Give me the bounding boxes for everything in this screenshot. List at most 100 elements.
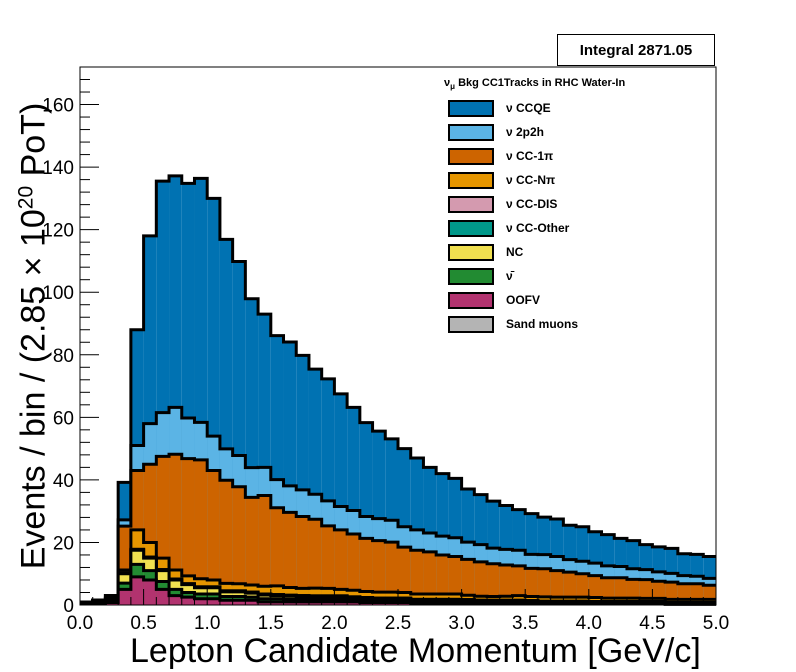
legend-entry: ν CC-Other bbox=[448, 218, 569, 238]
bar-oofv bbox=[219, 600, 233, 605]
legend-swatch bbox=[448, 243, 494, 261]
x-tick-label: 5.0 bbox=[703, 613, 729, 634]
histogram-stack bbox=[80, 174, 716, 606]
legend-entry: ν̄ bbox=[448, 266, 513, 286]
legend-label: NC bbox=[506, 245, 524, 259]
legend-title: νμ Bkg CC1Tracks in RHC Water-In bbox=[444, 77, 626, 92]
x-tick-label: 3.5 bbox=[512, 613, 538, 634]
legend-swatch bbox=[448, 147, 494, 165]
bar-cc-1 bbox=[410, 550, 424, 605]
legend-swatch bbox=[448, 219, 494, 237]
x-axis-title: Lepton Candidate Momentum [GeV/c] bbox=[130, 632, 701, 670]
legend-swatch bbox=[448, 315, 494, 333]
y-tick-label: 40 bbox=[53, 471, 74, 492]
y-tick-label: 60 bbox=[53, 408, 74, 429]
bar-oofv bbox=[169, 595, 182, 605]
legend: νμ Bkg CC1Tracks in RHC Water-In ν CCQE ν… bbox=[438, 75, 678, 340]
bar-cc-1 bbox=[181, 458, 195, 605]
bar-cc-1 bbox=[219, 480, 233, 605]
bar-cc-1 bbox=[461, 559, 475, 605]
legend-label: ν CC-1π bbox=[506, 149, 554, 163]
legend-entry: NC bbox=[448, 242, 523, 262]
x-tick-label: 2.5 bbox=[385, 613, 411, 634]
legend-entry: ν CCQE bbox=[448, 98, 551, 118]
legend-swatch bbox=[448, 99, 494, 117]
bar-oofv bbox=[245, 600, 259, 605]
bar-oofv bbox=[194, 598, 208, 605]
bar-cc-1 bbox=[308, 519, 322, 605]
legend-label: ν 2p2h bbox=[506, 125, 545, 139]
bar-cc-1 bbox=[207, 470, 220, 605]
x-tick-label: 0.5 bbox=[130, 613, 156, 634]
bar-oofv bbox=[156, 589, 170, 605]
bar-cc-1 bbox=[347, 533, 360, 605]
bar-cc-1 bbox=[474, 561, 488, 605]
bar-cc-1 bbox=[232, 486, 246, 605]
x-tick-label: 1.5 bbox=[258, 613, 284, 634]
bar-oofv bbox=[308, 601, 322, 605]
y-axis-title: Events / bin / (2.85 × 1020 PoT) bbox=[14, 102, 53, 570]
legend-label: ν CC-DIS bbox=[506, 197, 558, 211]
y-tick-label: 160 bbox=[42, 96, 74, 117]
bar-cc-1 bbox=[270, 507, 284, 605]
outline-ccqe bbox=[80, 174, 716, 604]
x-tick-label: 0.0 bbox=[67, 613, 93, 634]
bar-cc-1 bbox=[258, 495, 271, 605]
legend-label: ν CC-Other bbox=[506, 221, 570, 235]
bar-cc-1 bbox=[398, 547, 411, 605]
x-tick-label: 2.0 bbox=[321, 613, 347, 634]
y-tick-label: 100 bbox=[42, 283, 74, 304]
outline-cc-n bbox=[80, 528, 716, 604]
bar-cc-1 bbox=[385, 542, 398, 605]
bar-cc-1 bbox=[194, 459, 208, 605]
outline-2p2h bbox=[80, 405, 716, 604]
legend-entry: ν 2p2h bbox=[448, 122, 544, 142]
bar-cc-1 bbox=[296, 516, 309, 605]
integral-box: Integral 2871.05 bbox=[557, 34, 715, 66]
bar-cc-1 bbox=[283, 512, 297, 605]
bar-cc-1 bbox=[321, 525, 335, 605]
bar-cc-1 bbox=[359, 538, 373, 605]
bar-oofv bbox=[321, 601, 335, 605]
bar-cc-1 bbox=[436, 554, 449, 605]
legend-swatch bbox=[448, 123, 494, 141]
legend-label: Sand muons bbox=[506, 317, 579, 331]
bar-oofv bbox=[296, 601, 309, 605]
bar-oofv bbox=[334, 601, 348, 605]
legend-label: ν CC-Nπ bbox=[506, 173, 556, 187]
y-tick-label: 140 bbox=[42, 158, 74, 179]
y-tick-label: 0 bbox=[63, 596, 74, 617]
bar-cc-1 bbox=[487, 563, 500, 605]
outline-cc-1 bbox=[80, 452, 716, 604]
bar-oofv bbox=[130, 576, 144, 605]
legend-entry: ν CC-Nπ bbox=[448, 170, 555, 190]
legend-swatch bbox=[448, 171, 494, 189]
bar-oofv bbox=[118, 589, 131, 605]
bar-cc-1 bbox=[245, 497, 259, 605]
bar-oofv bbox=[258, 601, 271, 605]
legend-swatch bbox=[448, 195, 494, 213]
legend-swatch bbox=[448, 267, 494, 285]
legend-entry: OOFV bbox=[448, 290, 540, 310]
x-tick-label: 4.5 bbox=[639, 613, 665, 634]
bar-cc-1 bbox=[423, 551, 437, 605]
bar-cc-1 bbox=[334, 529, 348, 605]
legend-entry: ν CC-DIS bbox=[448, 194, 557, 214]
y-tick-label: 20 bbox=[53, 533, 74, 554]
bar-oofv bbox=[232, 600, 246, 605]
bar-oofv bbox=[270, 601, 284, 605]
x-tick-label: 1.0 bbox=[194, 613, 220, 634]
axes: 0.0 0.5 1.0 1.5 2.0 2.5 3.0 3.5 4.0 4.5 5.0 0 20 40 60… bbox=[42, 66, 729, 634]
legend-swatch bbox=[448, 291, 494, 309]
legend-label: ν̄ bbox=[506, 269, 513, 283]
legend-label: ν CCQE bbox=[506, 101, 551, 115]
bar-cc-1 bbox=[169, 454, 182, 605]
bar-oofv bbox=[143, 579, 157, 605]
x-tick-label: 3.0 bbox=[448, 613, 474, 634]
bar-oofv bbox=[181, 597, 195, 605]
bar-oofv bbox=[283, 601, 297, 605]
y-tick-label: 120 bbox=[42, 221, 74, 242]
legend-label: OOFV bbox=[506, 293, 541, 307]
legend-entry: ν CC-1π bbox=[448, 146, 553, 166]
